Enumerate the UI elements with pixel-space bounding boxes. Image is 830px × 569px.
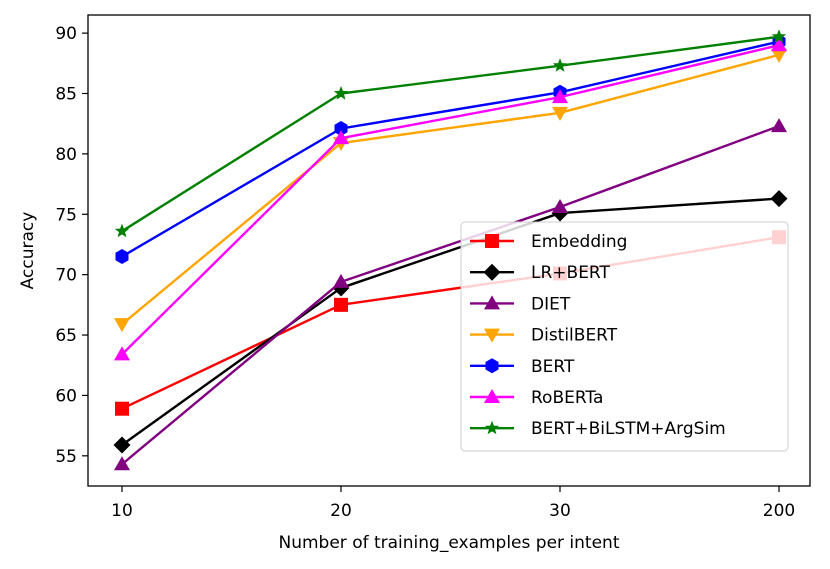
- series-line: [121, 53, 780, 326]
- x-tick-label: 20: [330, 501, 352, 521]
- y-tick-label: 70: [55, 266, 77, 286]
- legend-item: DIET: [470, 294, 571, 314]
- y-tick-label: 55: [55, 447, 77, 467]
- legend-label: BERT+BiLSTM+ArgSim: [531, 419, 726, 439]
- legend-item: LR+BERT: [470, 263, 611, 283]
- y-tick-label: 65: [55, 326, 77, 346]
- data-point: [552, 199, 568, 214]
- series-line: [121, 35, 780, 233]
- series-bert-bilstm-argsim: [114, 29, 787, 238]
- y-axis: 55 60 65 70 75 80 85 90: [55, 24, 88, 467]
- y-tick-label: 60: [55, 386, 77, 406]
- data-point: [771, 29, 787, 43]
- legend-item: RoBERTa: [470, 388, 603, 408]
- legend-marker: [485, 358, 499, 374]
- y-tick-label: 90: [55, 24, 77, 44]
- series-line: [121, 197, 780, 446]
- legend-marker: [484, 389, 500, 403]
- data-point: [113, 436, 131, 454]
- series-roberta: [114, 37, 787, 361]
- legend-marker: [485, 234, 499, 248]
- data-point: [115, 401, 129, 416]
- legend-label: LR+BERT: [531, 263, 611, 283]
- y-tick-label: 85: [55, 85, 77, 105]
- series-line: [121, 124, 780, 466]
- legend-item: DistilBERT: [470, 326, 618, 346]
- data-point: [552, 58, 568, 72]
- legend-item: Embedding: [470, 232, 627, 252]
- legend-label: Embedding: [531, 232, 627, 252]
- y-axis-label: Accuracy: [18, 212, 38, 290]
- data-point: [114, 223, 130, 238]
- legend-label: RoBERTa: [531, 388, 603, 408]
- data-point: [333, 273, 349, 288]
- data-point: [771, 48, 787, 63]
- data-point: [333, 130, 349, 145]
- legend-marker: [484, 295, 500, 310]
- data-point: [771, 37, 787, 52]
- legend-label: BERT: [531, 357, 575, 377]
- series-layer: [113, 29, 788, 471]
- x-tick-label: 200: [763, 501, 795, 521]
- legend-marker: [484, 420, 500, 435]
- x-axis: 10 20 30 200: [111, 486, 795, 521]
- y-tick-label: 75: [55, 205, 77, 225]
- data-point: [115, 249, 129, 265]
- x-tick-label: 10: [111, 501, 133, 521]
- series-line: [121, 44, 780, 356]
- legend-label: DistilBERT: [531, 326, 618, 346]
- plot-frame: [87, 14, 811, 487]
- series-line: [121, 40, 780, 258]
- data-point: [334, 297, 348, 312]
- legend-marker: [483, 263, 501, 281]
- data-point: [771, 118, 787, 133]
- data-point: [114, 346, 130, 361]
- legend-box: [460, 221, 789, 452]
- data-point: [114, 456, 130, 471]
- data-point: [552, 89, 568, 104]
- legend: Embedding LR+BERT DIET DistilBERT BERT RoBERT…: [460, 221, 789, 452]
- data-point: [334, 121, 348, 137]
- data-point: [114, 318, 130, 333]
- x-axis-label: Number of training_examples per intent: [279, 533, 620, 553]
- x-tick-label: 30: [549, 501, 571, 521]
- data-point: [552, 106, 568, 121]
- data-point: [333, 86, 349, 100]
- legend-marker: [484, 328, 500, 343]
- legend-label: DIET: [531, 294, 571, 314]
- series-diet: [114, 118, 787, 471]
- data-point: [770, 190, 788, 208]
- legend-item: BERT+BiLSTM+ArgSim: [470, 419, 726, 439]
- y-tick-label: 80: [55, 145, 77, 165]
- legend-item: BERT: [470, 357, 575, 377]
